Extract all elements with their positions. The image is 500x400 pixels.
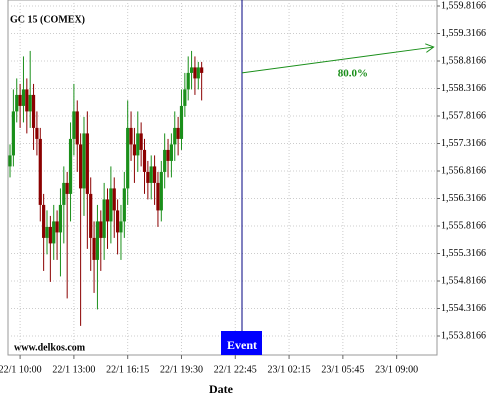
candle-body (179, 105, 184, 139)
x-tick-label: 22/1 10:00 (0, 364, 42, 375)
candle-body (193, 67, 197, 79)
projection-arrow (241, 46, 434, 74)
candle-body (173, 127, 177, 145)
candle-body (82, 133, 86, 189)
candle-body (31, 94, 36, 128)
candle-body (58, 204, 63, 233)
candle-body (11, 111, 15, 156)
candle-body (8, 155, 12, 167)
candle-body (72, 111, 76, 139)
candle-body (38, 138, 42, 205)
candle-body (126, 127, 130, 189)
projection-label: 80.0% (338, 68, 368, 80)
candle-body (52, 221, 56, 244)
candle-body (163, 149, 167, 172)
x-tick-label: 23/1 09:00 (375, 364, 418, 375)
y-tick-label: 1,556.3166 (441, 193, 486, 204)
candle-body (189, 67, 194, 73)
x-tick-label: 22/1 19:30 (160, 364, 203, 375)
candle-body (112, 188, 116, 211)
candle-body (45, 226, 49, 238)
x-tick-label: 22/1 13:00 (52, 364, 95, 375)
event-label: Event (227, 338, 257, 352)
y-tick-label: 1,558.3166 (441, 83, 486, 94)
candle-body (166, 149, 170, 161)
y-tick-label: 1,555.3166 (441, 248, 486, 259)
candle-body (152, 166, 157, 183)
candle-body (159, 171, 163, 211)
candle-body (48, 226, 52, 244)
candle-body (136, 133, 140, 156)
y-tick-label: 1,559.3166 (441, 28, 486, 39)
candle-body (55, 221, 59, 233)
y-tick-label: 1,558.8166 (441, 55, 486, 66)
y-tick-label: 1,554.8166 (441, 275, 486, 286)
watermark: www.delkos.com (14, 342, 86, 353)
candle-body (15, 94, 19, 112)
candle-body (105, 199, 110, 222)
candle-body (176, 127, 180, 139)
candle-body (95, 221, 100, 260)
candle-body (102, 199, 106, 238)
candle-body (68, 138, 73, 194)
y-tick-label: 1,559.8166 (441, 0, 486, 11)
candle-body (89, 193, 93, 238)
candle-body (62, 182, 66, 205)
candle-body (169, 144, 173, 161)
x-axis-label: Date (209, 382, 234, 396)
candle-body (85, 133, 89, 194)
y-tick-label: 1,557.8166 (441, 110, 486, 121)
x-tick-label: 22/1 16:15 (106, 364, 149, 375)
candle-body (146, 171, 150, 183)
candle-body (142, 149, 147, 172)
candle-body (35, 127, 39, 139)
candle-body (18, 94, 22, 106)
candle-body (42, 204, 46, 238)
candle-body (196, 67, 200, 79)
candle-body (25, 89, 29, 112)
x-tick-label: 22/1 22:45 (214, 364, 257, 375)
candle-body (109, 188, 113, 222)
y-tick-label: 1,553.8166 (441, 330, 486, 341)
plot-frame (7, 0, 438, 356)
candle-body (186, 72, 190, 90)
candle-body (21, 89, 26, 106)
x-tick-label: 23/1 05:45 (321, 364, 364, 375)
candle-body (65, 182, 69, 194)
y-tick-label: 1,557.3166 (441, 138, 486, 149)
chart-title: GC 15 (COMEX) (10, 14, 85, 25)
candle-body (28, 94, 32, 112)
arrow-head (425, 43, 435, 53)
candle-body (116, 210, 120, 233)
candle-body (79, 144, 83, 189)
candle-body (92, 237, 96, 260)
candle-body (149, 166, 153, 183)
event-box (221, 331, 262, 355)
candle-body (132, 144, 137, 156)
y-tick-label: 1,555.8166 (441, 220, 486, 231)
candle-body (200, 67, 204, 73)
candle-body (139, 133, 143, 150)
y-tick-label: 1,554.3166 (441, 303, 486, 314)
y-tick-label: 1,556.8166 (441, 165, 486, 176)
candle-body (119, 221, 123, 233)
candle-body (129, 127, 133, 145)
candle-body (75, 111, 79, 145)
candle-body (156, 182, 160, 211)
candle-body (122, 188, 126, 222)
candle-body (99, 221, 103, 238)
x-tick-label: 23/1 02:15 (268, 364, 311, 375)
candle-body (183, 89, 187, 106)
